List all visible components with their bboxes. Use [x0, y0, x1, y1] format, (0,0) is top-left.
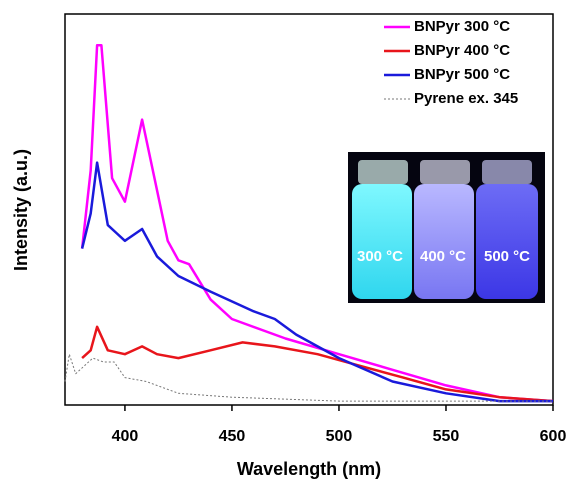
y-axis-label: Intensity (a.u.): [11, 149, 31, 271]
x-tick-label: 400: [112, 428, 139, 445]
series-line: [80, 161, 553, 403]
series-line: [80, 44, 554, 403]
series-line: [81, 325, 554, 403]
x-tick-label: 500: [326, 428, 353, 445]
x-tick-label: 550: [433, 428, 460, 445]
legend-label: BNPyr 500 °C: [414, 66, 510, 83]
inset-label: 500 °C: [484, 248, 530, 265]
legend-label: Pyrene ex. 345: [414, 90, 518, 107]
x-tick-label: 600: [540, 428, 567, 445]
legend-label: BNPyr 300 °C: [414, 18, 510, 35]
inset-label: 400 °C: [420, 248, 466, 265]
series-line: [64, 353, 553, 402]
inset-photo: [348, 152, 545, 303]
legend-label: BNPyr 400 °C: [414, 42, 510, 59]
plot-frame: [64, 13, 554, 406]
x-tick-label: 450: [219, 428, 246, 445]
inset-label: 300 °C: [357, 248, 403, 265]
x-axis-label: Wavelength (nm): [237, 459, 381, 479]
